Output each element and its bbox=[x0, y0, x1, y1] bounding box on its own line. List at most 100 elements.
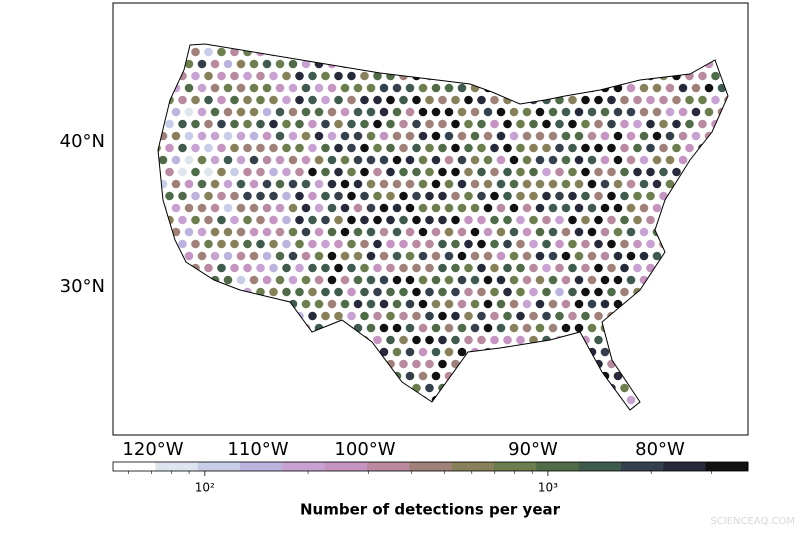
detection-dot bbox=[522, 299, 532, 309]
detection-dot bbox=[327, 227, 337, 237]
detection-dot bbox=[327, 83, 337, 93]
detection-dot bbox=[509, 107, 519, 117]
detection-dot bbox=[639, 227, 649, 237]
detection-dot bbox=[431, 251, 441, 261]
detection-dot bbox=[620, 167, 629, 177]
detection-dot bbox=[204, 215, 213, 225]
detection-dot bbox=[698, 119, 707, 129]
detection-dot bbox=[405, 179, 415, 189]
detection-dot bbox=[256, 119, 265, 129]
detection-dot bbox=[366, 83, 376, 93]
detection-dot bbox=[555, 263, 564, 273]
detection-dot bbox=[236, 179, 246, 189]
detection-dot bbox=[665, 179, 675, 189]
detection-dot bbox=[314, 107, 324, 117]
detection-dot bbox=[210, 179, 220, 189]
detection-dot bbox=[594, 335, 603, 345]
detection-dot bbox=[262, 179, 272, 189]
detection-dot bbox=[607, 143, 616, 153]
colorbar-segment bbox=[113, 462, 156, 471]
detection-dot bbox=[561, 179, 571, 189]
detection-dot bbox=[431, 275, 441, 285]
detection-dot bbox=[340, 227, 350, 237]
detection-dot bbox=[529, 191, 538, 201]
detection-dot bbox=[613, 179, 623, 189]
lon-label: 90°W bbox=[508, 439, 558, 460]
detection-dot bbox=[438, 215, 447, 225]
detection-dot bbox=[600, 131, 610, 141]
detection-dot bbox=[496, 251, 506, 261]
detection-dot bbox=[204, 119, 213, 129]
detection-dot bbox=[353, 179, 363, 189]
detection-dot bbox=[496, 299, 506, 309]
detection-dot bbox=[249, 251, 259, 261]
detection-dot bbox=[477, 335, 486, 345]
detection-dot bbox=[360, 287, 369, 297]
detection-dot bbox=[483, 299, 493, 309]
detection-dot bbox=[704, 83, 714, 93]
detection-dot bbox=[275, 83, 285, 93]
detection-dot bbox=[496, 131, 506, 141]
detection-dot bbox=[301, 131, 311, 141]
detection-dot bbox=[555, 143, 564, 153]
detection-dot bbox=[574, 179, 584, 189]
detection-dot bbox=[581, 215, 590, 225]
detection-dot bbox=[282, 119, 291, 129]
detection-dot bbox=[431, 155, 441, 165]
lat-label: 30°N bbox=[60, 276, 105, 297]
detection-dot bbox=[204, 167, 213, 177]
detection-dot bbox=[191, 239, 200, 249]
detection-dot bbox=[295, 167, 304, 177]
detection-dot bbox=[561, 323, 571, 333]
detection-dot bbox=[509, 131, 519, 141]
detection-dot bbox=[223, 107, 233, 117]
detection-dot bbox=[275, 203, 285, 213]
detection-dot bbox=[204, 239, 213, 249]
detection-dot bbox=[373, 239, 382, 249]
detection-dot bbox=[613, 227, 623, 237]
detection-dot bbox=[691, 131, 701, 141]
detection-dot bbox=[301, 155, 311, 165]
detection-dot bbox=[529, 287, 538, 297]
detection-dot bbox=[672, 143, 681, 153]
detection-dot bbox=[295, 95, 304, 105]
detection-dot bbox=[184, 203, 194, 213]
colorbar: 10² 10³ bbox=[113, 462, 749, 495]
detection-dot bbox=[197, 179, 207, 189]
detection-dot bbox=[301, 203, 311, 213]
detection-dot bbox=[321, 215, 330, 225]
detection-dot bbox=[308, 311, 317, 321]
detection-dot bbox=[301, 179, 311, 189]
detection-dot bbox=[360, 191, 369, 201]
detection-dot bbox=[191, 191, 200, 201]
detection-dot bbox=[529, 215, 538, 225]
detection-dot bbox=[321, 95, 330, 105]
detection-dot bbox=[256, 95, 265, 105]
detection-dot bbox=[379, 131, 389, 141]
detection-dot bbox=[405, 227, 415, 237]
detection-dot bbox=[542, 263, 551, 273]
detection-dot bbox=[672, 95, 681, 105]
detection-dot bbox=[405, 155, 415, 165]
detection-dot bbox=[503, 167, 512, 177]
detection-dot bbox=[457, 203, 467, 213]
detection-dot bbox=[314, 299, 324, 309]
detection-dot bbox=[392, 155, 402, 165]
detection-dot bbox=[490, 287, 499, 297]
detection-dot bbox=[464, 335, 473, 345]
detection-dot bbox=[191, 215, 200, 225]
detection-dot bbox=[529, 119, 538, 129]
detection-dot bbox=[171, 131, 181, 141]
detection-dot bbox=[470, 107, 480, 117]
detection-dot bbox=[646, 95, 655, 105]
detection-dot bbox=[295, 143, 304, 153]
detection-dot bbox=[379, 347, 389, 357]
detection-dot bbox=[652, 131, 662, 141]
detection-dot bbox=[555, 119, 564, 129]
detection-dot bbox=[418, 203, 428, 213]
detection-dot bbox=[230, 215, 239, 225]
detection-dot bbox=[178, 167, 187, 177]
detection-dot bbox=[236, 227, 246, 237]
detection-dot bbox=[308, 71, 317, 81]
detection-dot bbox=[412, 239, 421, 249]
